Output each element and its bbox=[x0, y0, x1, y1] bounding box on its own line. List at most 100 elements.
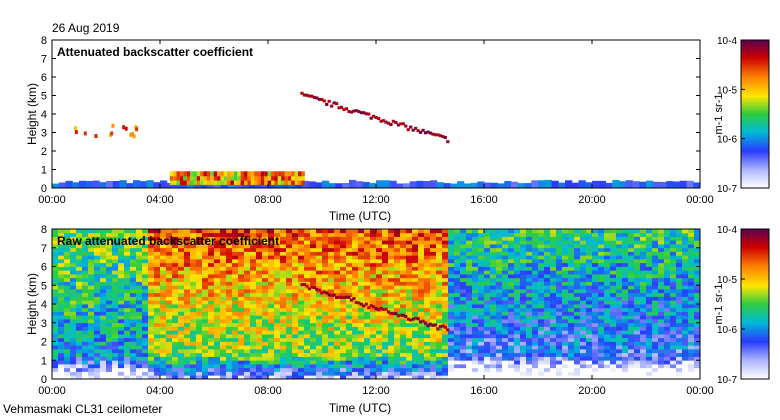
heatmap-cell bbox=[154, 371, 161, 376]
cirrus-cell bbox=[426, 324, 430, 328]
heatmap-cell bbox=[106, 322, 113, 327]
low-cloud-cell bbox=[301, 175, 305, 181]
heatmap-cell bbox=[322, 330, 329, 335]
heatmap-cell bbox=[346, 367, 353, 372]
heatmap-cell bbox=[82, 334, 89, 339]
heatmap-cell bbox=[616, 356, 623, 361]
heatmap-cell bbox=[454, 360, 461, 365]
heatmap-cell bbox=[574, 259, 581, 264]
heatmap-cell bbox=[568, 322, 575, 327]
heatmap-cell bbox=[592, 262, 599, 267]
heatmap-cell bbox=[472, 232, 479, 237]
heatmap-cell bbox=[502, 367, 509, 372]
heatmap-cell bbox=[616, 341, 623, 346]
heatmap-cell bbox=[232, 266, 239, 271]
heatmap-cell bbox=[580, 337, 587, 342]
heatmap-cell bbox=[118, 274, 125, 279]
heatmap-cell bbox=[424, 274, 431, 279]
heatmap-cell bbox=[586, 322, 593, 327]
heatmap-cell bbox=[370, 322, 377, 327]
heatmap-cell bbox=[520, 371, 527, 376]
heatmap-cell bbox=[694, 352, 701, 357]
heatmap-cell bbox=[184, 251, 191, 256]
heatmap-cell bbox=[616, 232, 623, 237]
heatmap-cell bbox=[538, 300, 545, 305]
heatmap-cell bbox=[208, 281, 215, 286]
heatmap-cell bbox=[544, 285, 551, 290]
heatmap-cell bbox=[334, 360, 341, 365]
heatmap-cell bbox=[88, 352, 95, 357]
heatmap-cell bbox=[106, 274, 113, 279]
heatmap-cell bbox=[640, 360, 647, 365]
heatmap-cell bbox=[424, 364, 431, 369]
heatmap-cell bbox=[466, 349, 473, 354]
heatmap-cell bbox=[514, 289, 521, 294]
heatmap-cell bbox=[106, 292, 113, 297]
heatmap-cell bbox=[658, 345, 665, 350]
heatmap-cell bbox=[124, 337, 131, 342]
heatmap-cell bbox=[130, 247, 137, 252]
heatmap-cell bbox=[652, 274, 659, 279]
low-cloud-cell bbox=[183, 171, 187, 177]
cirrus-cell bbox=[426, 130, 430, 134]
low-cloud-cell bbox=[247, 171, 251, 177]
heatmap-cell bbox=[490, 311, 497, 316]
low-cloud-cell bbox=[230, 175, 234, 181]
heatmap-cell bbox=[358, 341, 365, 346]
heatmap-cell bbox=[370, 311, 377, 316]
cirrus-cell bbox=[446, 328, 450, 332]
heatmap-cell bbox=[94, 300, 101, 305]
heatmap-cell bbox=[520, 259, 527, 264]
heatmap-cell bbox=[586, 311, 593, 316]
heatmap-cell bbox=[160, 255, 167, 260]
heatmap-cell bbox=[508, 315, 515, 320]
heatmap-cell bbox=[448, 311, 455, 316]
cirrus-cell bbox=[305, 284, 309, 288]
low-cloud-cell bbox=[196, 179, 201, 185]
heatmap-cell bbox=[496, 322, 503, 327]
heatmap-cell bbox=[436, 274, 443, 279]
heatmap-cell bbox=[58, 274, 65, 279]
heatmap-cell bbox=[580, 285, 587, 290]
heatmap-cell bbox=[304, 330, 311, 335]
heatmap-cell bbox=[424, 315, 431, 320]
surface-layer-cell bbox=[450, 183, 458, 188]
heatmap-cell bbox=[520, 315, 527, 320]
heatmap-cell bbox=[634, 307, 641, 312]
heatmap-cell bbox=[484, 274, 491, 279]
heatmap-cell bbox=[526, 244, 533, 249]
heatmap-cell bbox=[112, 296, 119, 301]
heatmap-cell bbox=[490, 345, 497, 350]
heatmap-cell bbox=[544, 270, 551, 275]
surface-layer-cell bbox=[308, 181, 316, 188]
heatmap-cell bbox=[160, 319, 167, 324]
heatmap-cell bbox=[304, 349, 311, 354]
heatmap-cell bbox=[604, 240, 611, 245]
heatmap-cell bbox=[268, 304, 275, 309]
heatmap-cell bbox=[418, 285, 425, 290]
heatmap-cell bbox=[166, 360, 173, 365]
heatmap-cell bbox=[238, 262, 245, 267]
heatmap-cell bbox=[316, 274, 323, 279]
low-cloud-cell bbox=[301, 179, 305, 185]
heatmap-cell bbox=[694, 289, 701, 294]
x-tick-label: 00:00 bbox=[38, 385, 66, 397]
heatmap-cell bbox=[580, 315, 587, 320]
heatmap-cell bbox=[484, 304, 491, 309]
heatmap-cell bbox=[70, 247, 77, 252]
heatmap-cell bbox=[688, 281, 695, 286]
heatmap-cell bbox=[166, 322, 173, 327]
heatmap-cell bbox=[178, 375, 185, 380]
low-cloud-cell bbox=[291, 175, 295, 181]
heatmap-cell bbox=[502, 277, 509, 282]
heatmap-cell bbox=[592, 292, 599, 297]
heatmap-cell bbox=[400, 375, 407, 380]
heatmap-cell bbox=[436, 352, 443, 357]
heatmap-cell bbox=[448, 375, 455, 380]
heatmap-cell bbox=[334, 337, 341, 342]
heatmap-cell bbox=[406, 292, 413, 297]
heatmap-cell bbox=[154, 360, 161, 365]
heatmap-cell bbox=[430, 292, 437, 297]
heatmap-cell bbox=[196, 326, 203, 331]
heatmap-cell bbox=[484, 232, 491, 237]
